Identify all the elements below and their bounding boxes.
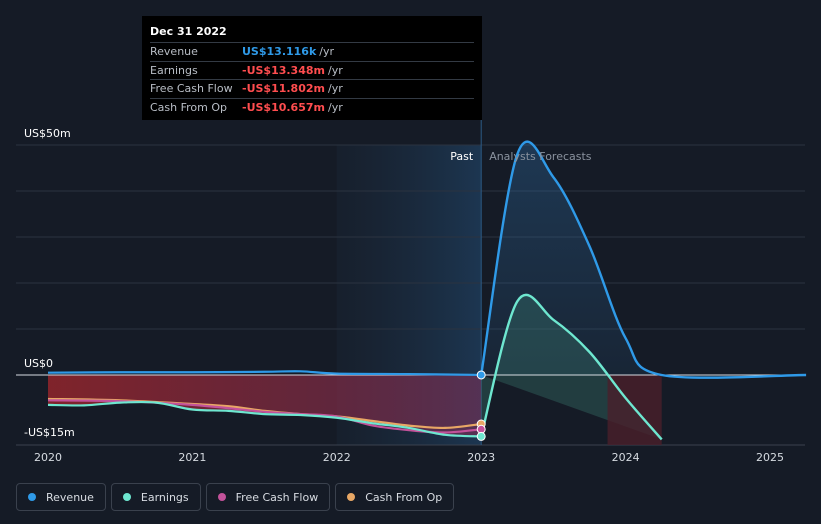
- legend-item-revenue[interactable]: Revenue: [16, 483, 106, 511]
- legend-item-free-cash-flow[interactable]: Free Cash Flow: [205, 483, 331, 511]
- y-axis-label: US$0: [24, 357, 53, 370]
- x-axis-tick-label: 2024: [612, 451, 640, 464]
- earnings-point-marker: [476, 431, 486, 441]
- tooltip-label: Free Cash Flow: [150, 82, 233, 95]
- x-axis-tick-label: 2022: [323, 451, 351, 464]
- legend-item-cash-from-op[interactable]: Cash From Op: [335, 483, 455, 511]
- chart-legend: Revenue Earnings Free Cash Flow Cash Fro…: [16, 483, 459, 511]
- revenue-dot-icon: [28, 493, 36, 501]
- tooltip-value: -US$10.657m: [242, 100, 325, 114]
- x-axis-tick-label: 2025: [756, 451, 784, 464]
- legend-label: Cash From Op: [365, 490, 443, 504]
- revenue-forecast-area: [481, 141, 807, 378]
- tooltip-label: Earnings: [150, 63, 198, 77]
- legend-label: Revenue: [46, 490, 94, 504]
- legend-label: Earnings: [140, 490, 189, 504]
- forecast-label: Analysts Forecasts: [489, 150, 592, 163]
- revenue-point-marker: [476, 370, 486, 380]
- tooltip-row-free-cash-flow: Free Cash Flow -US$11.802m /yr: [150, 79, 474, 98]
- earnings-dot-icon: [122, 493, 131, 501]
- tooltip-unit: /yr: [327, 82, 343, 95]
- tooltip-row-earnings: Earnings -US$13.348m /yr: [150, 60, 474, 80]
- y-axis-label: US$50m: [24, 127, 71, 140]
- past-label: Past: [450, 150, 474, 163]
- revenue-forecast-line: [480, 140, 807, 379]
- data-tooltip: Dec 31 2022 Revenue US$13.116k /yr Earni…: [142, 16, 482, 120]
- tooltip-row-revenue: Revenue US$13.116k /yr: [150, 42, 474, 61]
- earnings-line: [47, 400, 482, 438]
- tooltip-date: Dec 31 2022: [150, 25, 227, 38]
- tooltip-unit: /yr: [327, 63, 343, 77]
- tooltip-value: -US$13.348m: [242, 63, 325, 77]
- tooltip-value: US$13.116k: [242, 45, 317, 58]
- cash-from-op-dot-icon: [347, 493, 356, 501]
- x-axis-tick-label: 2021: [178, 451, 206, 464]
- tooltip-label: Revenue: [150, 45, 198, 58]
- free-cash-flow-dot-icon: [217, 493, 226, 501]
- tooltip-unit: /yr: [327, 100, 343, 114]
- legend-label: Free Cash Flow: [235, 490, 319, 504]
- y-axis-label: -US$15m: [24, 426, 75, 439]
- x-axis-tick-label: 2020: [34, 451, 62, 464]
- tooltip-label: Cash From Op: [150, 100, 228, 114]
- earnings-forecast-line: [480, 293, 663, 441]
- x-axis-tick-label: 2023: [467, 451, 495, 464]
- legend-item-earnings[interactable]: Earnings: [110, 483, 201, 511]
- tooltip-row-cash-from-op: Cash From Op -US$10.657m /yr: [150, 97, 474, 117]
- revenue-line: [47, 370, 482, 377]
- tooltip-unit: /yr: [319, 45, 335, 58]
- tooltip-value: -US$11.802m: [242, 82, 325, 95]
